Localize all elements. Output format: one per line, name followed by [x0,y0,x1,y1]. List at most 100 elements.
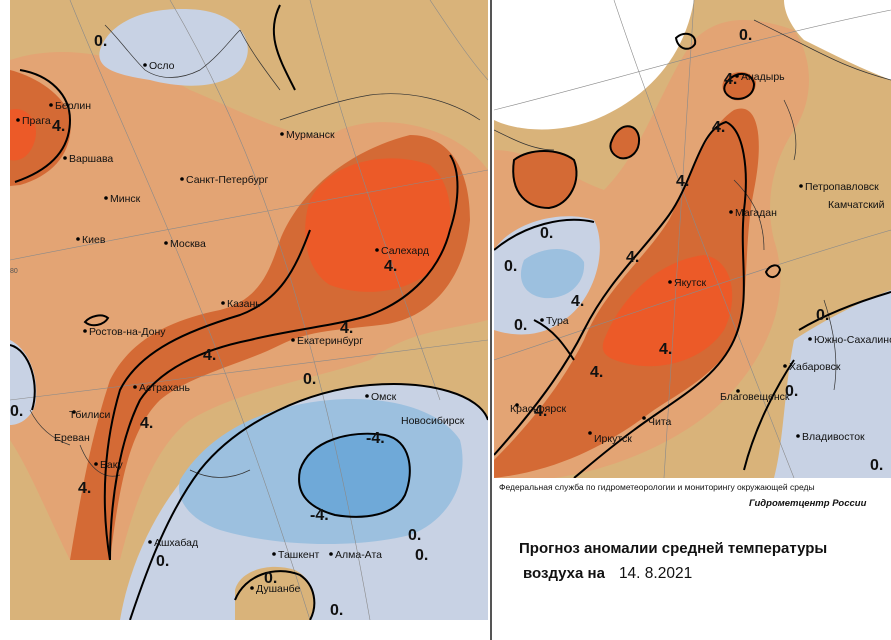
isoline-label: 0. [785,383,798,400]
agency-name: Федеральная служба по гидрометеорологии … [499,482,815,492]
isoline-label: 4. [590,364,603,381]
city-label: Магадан [735,207,777,219]
right-isolines [494,32,891,478]
grid-tick-label: 80 [10,268,18,275]
forecast-title-prefix: воздуха на [523,565,605,582]
city-label: Киев [82,234,106,246]
city-label: Осло [149,60,175,72]
isoline-label: 0. [514,317,527,334]
isoline-label: 4. [52,118,65,135]
isoline-label: 0. [10,403,23,420]
isoline-label: 4. [384,258,397,275]
isoline-label: 0. [330,602,343,619]
city-label: Петропавловск [805,181,879,193]
city-label: Владивосток [802,431,865,443]
isoline-label: 4. [712,119,725,136]
left-cool-west-edge [10,340,37,425]
right-cities: Анадырь Петропавловск Камчатский Магадан… [510,71,891,445]
city-label: Прага [22,115,51,127]
city-label: Благовещенск [720,391,790,403]
city-label: Южно-Сахалинск [814,334,891,346]
isoline-label: 0. [408,527,421,544]
isoline-label: 4. [78,480,91,497]
city-label: Алма-Ата [335,549,382,561]
isoline-label: 4. [724,71,737,88]
city-label: Ташкент [278,549,320,561]
city-label: Душанбе [256,583,301,595]
isoline-label: 0. [816,307,829,324]
isoline-label: 4. [140,415,153,432]
city-label: Санкт-Петербург [186,174,269,186]
city-label: Ростов-на-Дону [89,326,166,338]
isoline-label: -4. [366,430,385,447]
city-label: Тбилиси [69,409,111,421]
isoline-label: 0. [156,553,169,570]
city-label: Красноярск [510,403,566,415]
isoline-label: 0. [94,33,107,50]
isoline-label: 0. [415,547,428,564]
isoline-label: 0. [870,457,883,474]
right-cool-northeast [784,0,891,80]
city-label: Казань [227,298,261,310]
isoline-label: 0. [739,27,752,44]
isoline-label: 4. [534,403,547,420]
city-label: Астрахань [139,382,191,394]
right-strong-warm-region [494,108,759,478]
city-label: Ашхабад [154,537,198,549]
left-cities: Осло Берлин Прага Варшава Мурманск Санкт… [16,60,465,595]
city-label: Новосибирск [401,415,465,427]
right-hot-blob-west [513,151,577,208]
city-label: Камчатский [828,199,885,211]
city-label: Минск [110,193,141,205]
isoline-label: -4. [310,507,329,524]
left-warm-dushanbe [235,566,315,620]
left-hot-spot-west-core [10,109,36,161]
isoline-label: 4. [571,293,584,310]
isoline-label: 4. [659,341,672,358]
isoline-label: 0. [540,225,553,242]
left-hot-core [305,158,451,292]
city-label: Ереван [54,432,90,444]
isoline-label: 4. [626,249,639,266]
city-label: Берлин [55,100,91,112]
city-label: Якутск [674,277,706,289]
right-hot-blob-mid [610,126,640,159]
center-name: Гидрометцентр России [749,498,867,509]
left-cool-oslo [99,9,248,86]
right-cold-west-core [520,248,585,299]
isoline-label: 0. [303,371,316,388]
forecast-date: 14. 8.2021 [618,565,693,582]
city-label: Варшава [69,153,113,165]
left-anomaly-map: Осло Берлин Прага Варшава Мурманск Санкт… [10,0,488,620]
panel-divider [490,0,492,640]
city-label: Тура [546,315,569,327]
city-label: Иркутск [594,433,632,445]
city-label: Екатеринбург [297,335,363,347]
right-map-svg: Анадырь Петропавловск Камчатский Магадан… [494,0,891,478]
isoline-label: 4. [203,347,216,364]
right-hot-core [602,255,733,367]
right-isoline-labels: 0. 4. 4. 4. 0. 0. 4. 4. 4. 0. 0. 4. 4. 0… [504,27,883,474]
city-label: Москва [170,238,206,250]
city-label: Омск [371,391,397,403]
forecast-title-line1: Прогноз аномалии средней температуры [519,540,828,557]
city-label: Анадырь [741,71,785,83]
isoline-label: 0. [504,258,517,275]
forecast-title-line2: воздуха на 14. 8.2021 [523,565,692,583]
city-label: Хабаровск [789,361,841,373]
right-anomaly-map: Анадырь Петропавловск Камчатский Магадан… [494,0,891,478]
left-isoline-labels: 0. 4. 4. 4. 4. 4. 0. 0. 4. 4. -4. -4. 0.… [10,33,428,619]
left-map-svg: Осло Берлин Прага Варшава Мурманск Санкт… [10,0,488,620]
isoline-label: 4. [340,320,353,337]
city-label: Мурманск [286,129,335,141]
right-cool-east [774,290,891,478]
isoline-label: 0. [264,570,277,587]
isoline-label: 4. [676,173,689,190]
left-very-cold-core [299,433,410,517]
left-isolines [10,4,488,620]
city-label: Чита [648,416,672,428]
right-coastlines [494,19,891,391]
city-label: Баку [100,459,123,471]
city-label: Салехард [381,245,429,257]
